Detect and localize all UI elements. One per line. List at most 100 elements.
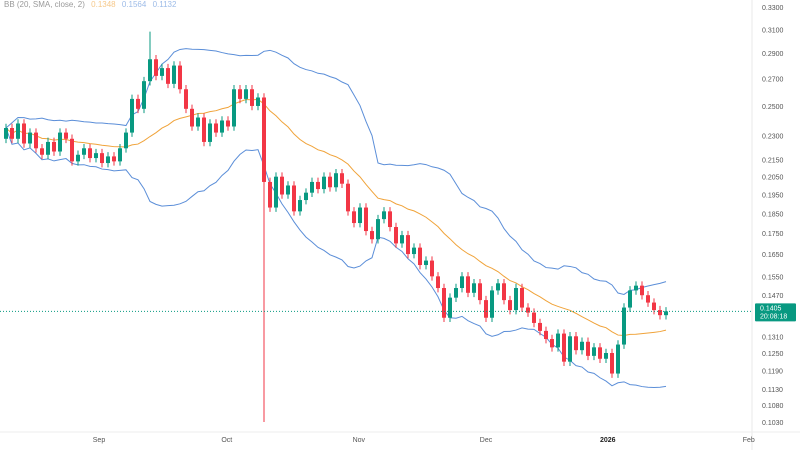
candle-body xyxy=(268,181,272,208)
candle-body xyxy=(352,211,356,224)
candle-body xyxy=(178,65,182,90)
candle-body xyxy=(40,148,44,155)
candle-body xyxy=(562,333,566,362)
candle-body xyxy=(250,89,254,106)
y-tick-label: 0.2900 xyxy=(762,51,784,58)
candle-body xyxy=(142,81,146,109)
candle-body xyxy=(130,98,134,133)
candle-body xyxy=(190,108,194,127)
candle-body xyxy=(436,276,440,289)
candle-body xyxy=(442,288,446,318)
current-price-value: 0.1405 xyxy=(760,305,782,312)
candle-body xyxy=(322,176,326,190)
candle-body xyxy=(22,123,26,144)
bb-lower-line xyxy=(5,127,667,389)
candle-body xyxy=(526,307,530,313)
candle-body xyxy=(148,59,152,82)
candle-body xyxy=(628,290,632,308)
y-tick-label: 0.1950 xyxy=(762,193,784,200)
candle-body xyxy=(508,300,512,311)
candle-body xyxy=(172,65,176,84)
candle-body xyxy=(52,141,56,152)
x-tick-label: Dec xyxy=(480,437,493,444)
candle-body xyxy=(556,333,560,348)
candle-body xyxy=(370,231,374,240)
candle-body xyxy=(658,310,662,316)
candle-body xyxy=(10,128,14,139)
y-tick-label: 0.1250 xyxy=(762,351,784,358)
y-tick-label: 0.1080 xyxy=(762,403,784,410)
candle-body xyxy=(424,260,428,266)
candle-body xyxy=(550,339,554,348)
candle-body xyxy=(634,285,638,291)
basis-value: 0.1348 xyxy=(91,0,116,9)
y-tick-label: 0.1190 xyxy=(762,369,783,376)
candle-body xyxy=(112,156,116,162)
y-tick-label: 0.3300 xyxy=(762,5,784,12)
candle-body xyxy=(154,59,158,76)
candle-body xyxy=(346,183,350,212)
candle-body xyxy=(292,185,296,212)
candle-body xyxy=(568,336,572,362)
bb-basis-line xyxy=(5,98,667,336)
y-tick-label: 0.1310 xyxy=(762,334,784,341)
y-tick-label: 0.1130 xyxy=(762,387,783,394)
candle-body xyxy=(484,300,488,318)
bb-upper-line xyxy=(5,48,667,295)
candle-body xyxy=(58,132,62,152)
candle-body xyxy=(610,353,614,374)
candle-body xyxy=(586,341,590,356)
x-tick-label: Oct xyxy=(221,437,232,444)
indicator-legend[interactable]: BB (20, SMA, close, 2) 0.1348 0.1564 0.1… xyxy=(4,0,180,9)
y-tick-label: 0.1030 xyxy=(762,420,784,427)
candle-body xyxy=(418,247,422,266)
candle-body xyxy=(598,347,602,359)
candle-body xyxy=(202,117,206,142)
candle-body xyxy=(106,156,110,164)
candle-body xyxy=(100,153,104,164)
candle-body xyxy=(376,219,380,240)
candle-body xyxy=(328,176,332,188)
candle-body xyxy=(118,148,122,162)
candle-body xyxy=(460,276,464,289)
y-tick-label: 0.2150 xyxy=(762,158,784,165)
y-tick-label: 0.1550 xyxy=(762,274,784,281)
candle-body xyxy=(448,297,452,318)
candle-body xyxy=(274,176,278,208)
candle-body xyxy=(358,207,362,224)
countdown-timer: 20:08:18 xyxy=(760,313,787,320)
candle-body xyxy=(478,283,482,301)
y-tick-label: 0.1750 xyxy=(762,231,784,238)
candle-body xyxy=(388,211,392,228)
candle-body xyxy=(430,260,434,277)
lower-value: 0.1132 xyxy=(152,0,177,9)
candle-body xyxy=(136,98,140,109)
candle-body xyxy=(334,173,338,188)
candle-body xyxy=(514,288,518,311)
candle-body xyxy=(532,312,536,323)
candle-body xyxy=(70,138,74,162)
y-tick-label: 0.1850 xyxy=(762,211,784,218)
x-tick-label: 2026 xyxy=(600,437,616,444)
candle-body xyxy=(256,97,260,106)
candle-body xyxy=(220,120,224,133)
candle-body xyxy=(298,200,302,212)
candle-body xyxy=(76,154,80,162)
candle-body xyxy=(88,148,92,159)
candle-body xyxy=(16,123,20,139)
candle-body xyxy=(502,283,506,301)
candle-body xyxy=(82,148,86,155)
candle-body xyxy=(544,330,548,340)
candle-body xyxy=(244,89,248,99)
y-tick-label: 0.2300 xyxy=(762,134,784,141)
y-tick-label: 0.2050 xyxy=(762,175,784,182)
y-tick-label: 0.1650 xyxy=(762,252,784,259)
candle-body xyxy=(196,117,200,127)
candle-body xyxy=(574,336,578,351)
candle-body xyxy=(280,176,284,195)
indicator-label: BB (20, SMA, close, 2) xyxy=(4,0,85,9)
candle-body xyxy=(604,353,608,359)
candle-body xyxy=(412,247,416,255)
